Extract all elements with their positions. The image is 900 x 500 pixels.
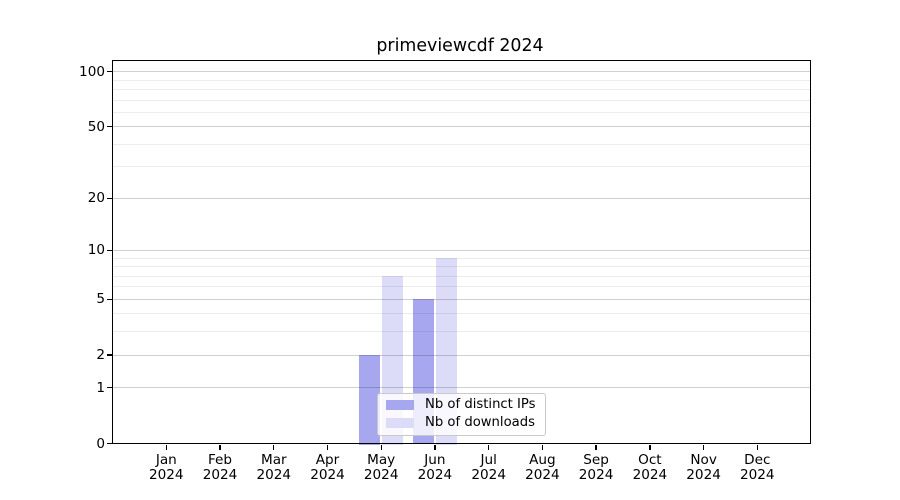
gridline-minor-70 <box>113 99 810 101</box>
legend-label-downloads: Nb of downloads <box>425 415 535 431</box>
gridline-major-5 <box>113 298 810 300</box>
gridline-major-1 <box>113 387 810 389</box>
x-tick-mark-jun-2024 <box>434 445 436 450</box>
gridline-major-100 <box>113 71 810 73</box>
x-tick-label-nov-2024: Nov 2024 <box>686 451 721 484</box>
gridline-minor-40 <box>113 143 810 145</box>
x-tick-mark-apr-2024 <box>326 445 329 450</box>
gridline-minor-90 <box>113 79 810 81</box>
x-tick-label-sep-2024: Sep 2024 <box>578 451 614 484</box>
bar-nb-of-distinct-ips-may-2024 <box>359 355 381 445</box>
y-tick-mark-5 <box>106 298 112 300</box>
legend-item-downloads: Nb of downloads <box>386 414 537 432</box>
legend-swatch-distinct-ips <box>386 399 414 410</box>
x-tick-label-may-2024: May 2024 <box>363 451 399 484</box>
x-tick-label-dec-2024: Dec 2024 <box>739 451 775 484</box>
x-tick-mark-oct-2024 <box>649 445 651 450</box>
y-tick-mark-0 <box>106 442 112 445</box>
x-tick-mark-dec-2024 <box>756 445 758 450</box>
x-tick-label-jun-2024: Jun 2024 <box>417 451 453 484</box>
x-tick-mark-sep-2024 <box>595 445 597 450</box>
y-tick-mark-10 <box>106 249 112 251</box>
y-tick-mark-20 <box>106 197 112 199</box>
x-tick-mark-aug-2024 <box>541 445 544 450</box>
x-tick-mark-jul-2024 <box>488 445 490 450</box>
gridline-minor-6 <box>113 286 810 288</box>
gridline-minor-60 <box>113 111 810 113</box>
gridline-major-50 <box>113 126 810 128</box>
legend-item-distinct-ips: Nb of distinct IPs <box>386 396 537 414</box>
y-tick-mark-2 <box>106 354 112 356</box>
gridline-minor-8 <box>113 266 810 267</box>
y-tick-label-5: 5 <box>96 291 105 308</box>
gridline-major-20 <box>113 197 810 199</box>
gridline-minor-30 <box>113 166 810 168</box>
y-tick-mark-100 <box>106 71 112 73</box>
x-tick-mark-jan-2024 <box>165 445 167 450</box>
x-tick-label-oct-2024: Oct 2024 <box>632 451 668 484</box>
y-tick-mark-50 <box>106 126 112 128</box>
x-tick-label-aug-2024: Aug 2024 <box>525 451 560 484</box>
y-tick-label-10: 10 <box>87 242 105 259</box>
x-tick-mark-feb-2024 <box>219 445 221 450</box>
y-tick-label-2: 2 <box>96 347 105 363</box>
x-tick-label-apr-2024: Apr 2024 <box>310 451 345 484</box>
legend: Nb of distinct IPs Nb of downloads <box>377 392 546 436</box>
x-tick-mark-may-2024 <box>380 445 382 450</box>
x-tick-label-jul-2024: Jul 2024 <box>471 451 506 484</box>
legend-swatch-downloads <box>386 418 414 429</box>
y-tick-label-50: 50 <box>87 118 105 135</box>
x-tick-label-jan-2024: Jan 2024 <box>148 451 184 484</box>
gridline-minor-3 <box>113 331 810 333</box>
gridline-minor-7 <box>113 275 810 277</box>
chart-title: primeviewcdf 2024 <box>376 35 544 56</box>
gridline-minor-9 <box>113 257 810 259</box>
y-tick-mark-1 <box>106 387 112 389</box>
y-tick-label-0: 0 <box>96 435 105 452</box>
x-tick-label-feb-2024: Feb 2024 <box>202 451 238 484</box>
gridline-minor-80 <box>113 89 810 90</box>
y-tick-label-100: 100 <box>79 63 105 80</box>
gridline-major-2 <box>113 354 810 356</box>
gridline-major-10 <box>113 249 810 251</box>
gridline-minor-4 <box>113 313 810 315</box>
x-tick-label-mar-2024: Mar 2024 <box>256 451 292 484</box>
x-tick-mark-nov-2024 <box>702 445 705 450</box>
x-tick-mark-mar-2024 <box>273 445 275 450</box>
y-tick-label-1: 1 <box>96 379 105 396</box>
legend-label-distinct-ips: Nb of distinct IPs <box>425 396 536 412</box>
y-tick-label-20: 20 <box>87 190 105 207</box>
